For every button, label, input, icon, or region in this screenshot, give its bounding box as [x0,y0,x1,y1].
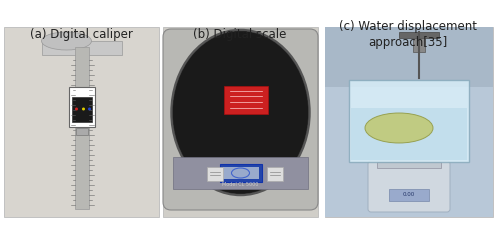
Bar [389,189,429,201]
Bar [163,27,318,217]
Text: (b) Digital scale: (b) Digital scale [194,28,286,41]
Bar [42,41,121,55]
Bar [399,32,439,38]
Bar [74,47,88,209]
Ellipse shape [365,113,433,143]
FancyBboxPatch shape [368,161,450,212]
Bar [351,108,467,160]
Text: Model CL 5000: Model CL 5000 [222,182,258,187]
Ellipse shape [42,32,92,50]
Bar [173,157,308,189]
Bar [222,167,258,179]
Bar [220,164,262,182]
Bar [224,86,268,114]
Bar [413,38,425,52]
Bar [72,97,92,122]
Bar [349,80,469,162]
Bar [68,87,94,127]
Bar [325,27,493,217]
Bar [377,162,441,168]
FancyBboxPatch shape [163,29,318,210]
Text: (a) Digital caliper: (a) Digital caliper [30,28,132,41]
Text: 0.00: 0.00 [403,193,415,197]
Bar [76,128,88,135]
Circle shape [88,108,91,110]
Bar [266,167,282,181]
Bar [325,27,493,87]
Circle shape [82,108,85,110]
Bar [325,27,493,217]
Text: (c) Water displacement
approach[35]: (c) Water displacement approach[35] [339,21,477,49]
Bar [206,167,222,181]
Ellipse shape [172,31,308,194]
Circle shape [75,108,78,110]
Bar [4,27,159,217]
